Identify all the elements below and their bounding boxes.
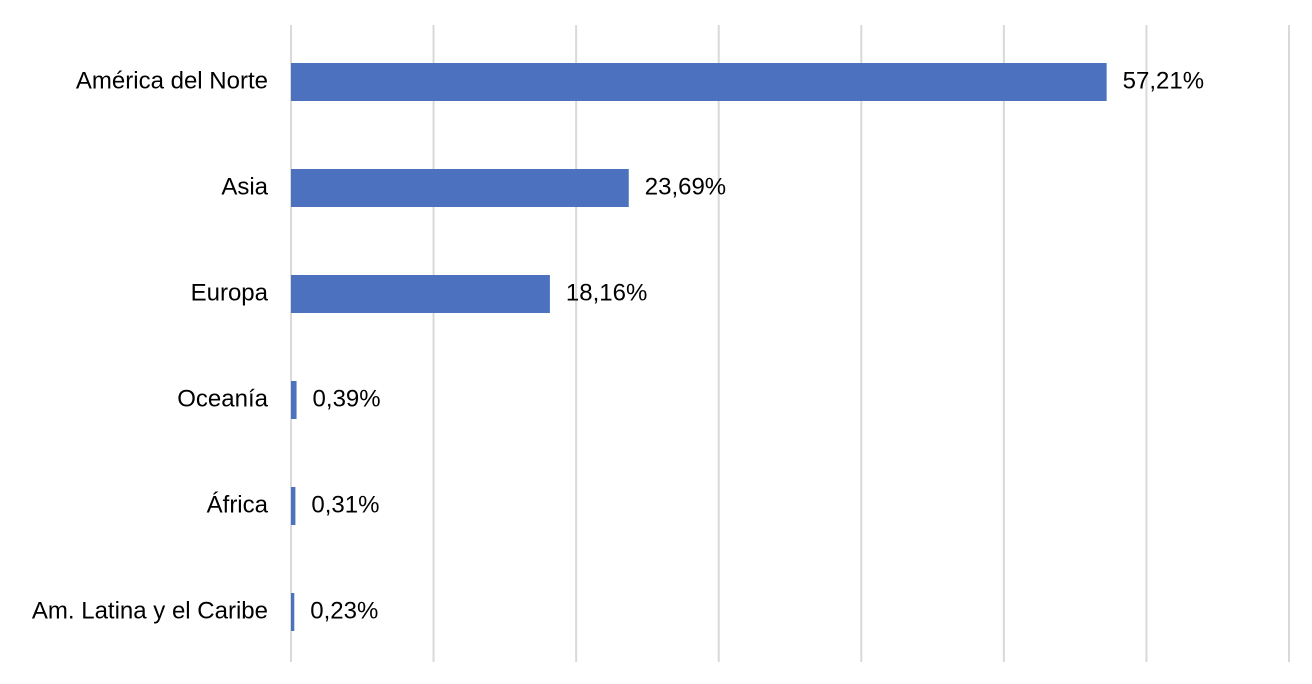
- labels: América del Norte 57,21% Asia 23,69% Europa 1…: [32, 67, 1204, 624]
- bar-0: [291, 63, 1107, 101]
- category-label-5: Am. Latina y el Caribe: [32, 597, 268, 624]
- gridlines: [290, 25, 1290, 662]
- data-label-5: 0,23%: [310, 597, 378, 624]
- category-label-3: Oceanía: [177, 385, 268, 412]
- category-label-1: Asia: [221, 173, 268, 200]
- data-label-2: 18,16%: [566, 279, 647, 306]
- data-label-4: 0,31%: [311, 491, 379, 518]
- category-label-4: África: [207, 491, 269, 518]
- category-label-0: América del Norte: [76, 67, 268, 94]
- bar-1: [291, 169, 629, 207]
- bar-5: [291, 593, 295, 631]
- data-label-1: 23,69%: [645, 173, 726, 200]
- bar-2: [291, 275, 550, 313]
- bar-4: [291, 487, 296, 525]
- bar-3: [291, 381, 297, 419]
- category-label-2: Europa: [191, 279, 269, 306]
- bars: [291, 63, 1107, 631]
- data-label-0: 57,21%: [1123, 67, 1204, 94]
- data-label-3: 0,39%: [313, 385, 381, 412]
